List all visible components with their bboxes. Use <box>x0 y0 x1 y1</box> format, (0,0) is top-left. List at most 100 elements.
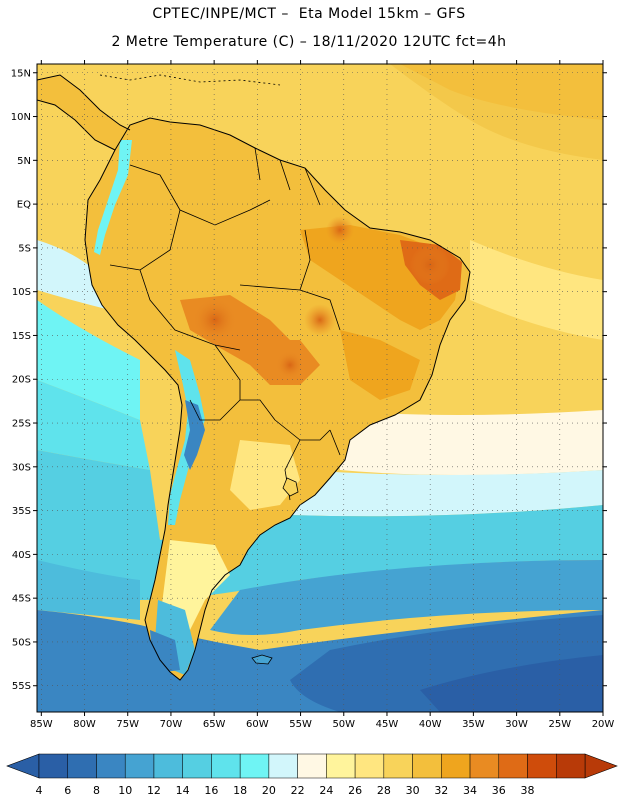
lon-label: 35W <box>462 719 485 730</box>
colorbar-swatch <box>412 753 442 779</box>
lat-label: 45S <box>12 594 31 605</box>
colorbar-label: 10 <box>118 784 132 797</box>
field-region <box>230 440 300 510</box>
colorbar-label: 8 <box>93 784 100 797</box>
coastline <box>84 117 471 681</box>
lon-label: 65W <box>203 719 226 730</box>
colorbar-label: 38 <box>521 784 535 797</box>
lat-label: 30S <box>12 462 31 473</box>
continent-central-america <box>37 75 130 150</box>
field-band <box>37 380 150 470</box>
field-band <box>330 410 603 475</box>
field-band <box>37 300 140 420</box>
colorbar-swatch <box>153 753 183 779</box>
lat-label: 5N <box>17 156 31 167</box>
lat-label: 50S <box>12 637 31 648</box>
lat-label: 15S <box>12 331 31 342</box>
colorbar-label: 14 <box>176 784 190 797</box>
field-band <box>290 470 603 517</box>
colorbar-swatch <box>354 753 385 779</box>
field-region <box>150 630 180 672</box>
lon-label: 60W <box>246 719 269 730</box>
lon-label: 75W <box>116 719 139 730</box>
colorbar-label: 30 <box>406 784 420 797</box>
temperature-field <box>37 64 603 712</box>
lon-label: 40W <box>419 719 442 730</box>
colorbar-label: 32 <box>434 784 448 797</box>
colorbar: 4 6 8 10 12 14 16 18 20 22 24 26 28 30 32 34 36 38 <box>6 753 618 797</box>
colorbar-label: 28 <box>377 784 391 797</box>
colorbar-label: 16 <box>204 784 218 797</box>
andes-cold-strip <box>184 400 205 470</box>
falkland-islands <box>251 654 273 665</box>
colorbar-swatch <box>326 753 356 779</box>
caribbean-islands <box>99 74 281 86</box>
lon-label: 85W <box>30 719 53 730</box>
colorbar-label: 4 <box>36 784 43 797</box>
colorbar-swatch <box>67 753 97 779</box>
latitude-labels: 15N 10N 5N EQ 5S 10S 15S 20S 25S 30S 35S 40S 45S 50S 5… <box>11 68 31 692</box>
lat-label: 55S <box>12 681 31 692</box>
axis-ticks <box>33 60 607 716</box>
colorbar-label: 22 <box>291 784 305 797</box>
colorbar-swatch <box>211 753 241 779</box>
field-band <box>210 560 603 635</box>
map-frame <box>36 63 604 713</box>
andes-cold-strip <box>94 140 132 255</box>
field-band <box>400 64 603 120</box>
map-title-line1: CPTEC/INPE/MCT – Eta Model 15km – GFS <box>152 6 466 22</box>
field-band <box>470 240 603 340</box>
colorbar-swatch <box>182 753 212 779</box>
lat-label: 15N <box>11 68 31 79</box>
lake <box>282 477 299 497</box>
field-hotspot <box>193 298 237 342</box>
lat-label: 40S <box>12 550 31 561</box>
colorbar-swatch <box>527 753 557 779</box>
lat-label: 20S <box>12 375 31 386</box>
colorbar-label: 26 <box>348 784 362 797</box>
lon-label: 45W <box>376 719 399 730</box>
field-band <box>37 240 110 310</box>
lon-label: 20W <box>592 719 615 730</box>
colorbar-label: 24 <box>319 784 333 797</box>
colorbar-swatch <box>441 753 471 779</box>
colorbar-label: 36 <box>492 784 506 797</box>
colorbar-swatch <box>124 753 155 779</box>
colorbar-label: 18 <box>233 784 247 797</box>
colorbar-label: 6 <box>64 784 71 797</box>
colorbar-under-arrow <box>6 753 40 779</box>
colorbar-over-arrow <box>584 753 618 779</box>
lat-label: 35S <box>12 506 31 517</box>
colorbar-label: 20 <box>262 784 276 797</box>
field-hotspot <box>276 351 304 379</box>
field-region <box>340 330 420 400</box>
colorbar-swatch <box>268 753 298 779</box>
field-hotspot <box>326 216 354 244</box>
field-hotspot <box>304 304 336 336</box>
colorbar-swatch <box>38 753 68 779</box>
field-band <box>420 655 603 712</box>
andes-cold-strip <box>168 350 205 525</box>
map-title-line2: 2 Metre Temperature (C) – 18/11/2020 12U… <box>111 34 507 50</box>
colorbar-swatch <box>96 753 126 779</box>
lon-label: 30W <box>505 719 528 730</box>
lat-label: 10S <box>12 287 31 298</box>
colorbar-swatch <box>383 753 413 779</box>
lon-label: 55W <box>289 719 312 730</box>
lat-label: 25S <box>12 419 31 430</box>
lon-label: 50W <box>332 719 355 730</box>
colorbar-swatch <box>239 753 270 779</box>
colorbar-swatch <box>297 753 327 779</box>
field-band <box>37 560 140 620</box>
colorbar-swatch <box>498 753 528 779</box>
lat-label: EQ <box>17 200 31 211</box>
colorbar-label: 12 <box>147 784 161 797</box>
coastline-central-america <box>37 74 131 151</box>
longitude-labels: 85W 80W 75W 70W 65W 60W 55W 50W 45W 40W 35W 30W 25W 2… <box>30 719 614 730</box>
lon-label: 80W <box>73 719 96 730</box>
lon-label: 25W <box>548 719 571 730</box>
lon-label: 70W <box>160 719 183 730</box>
grid-lines <box>37 64 603 712</box>
lat-label: 5S <box>18 243 31 254</box>
